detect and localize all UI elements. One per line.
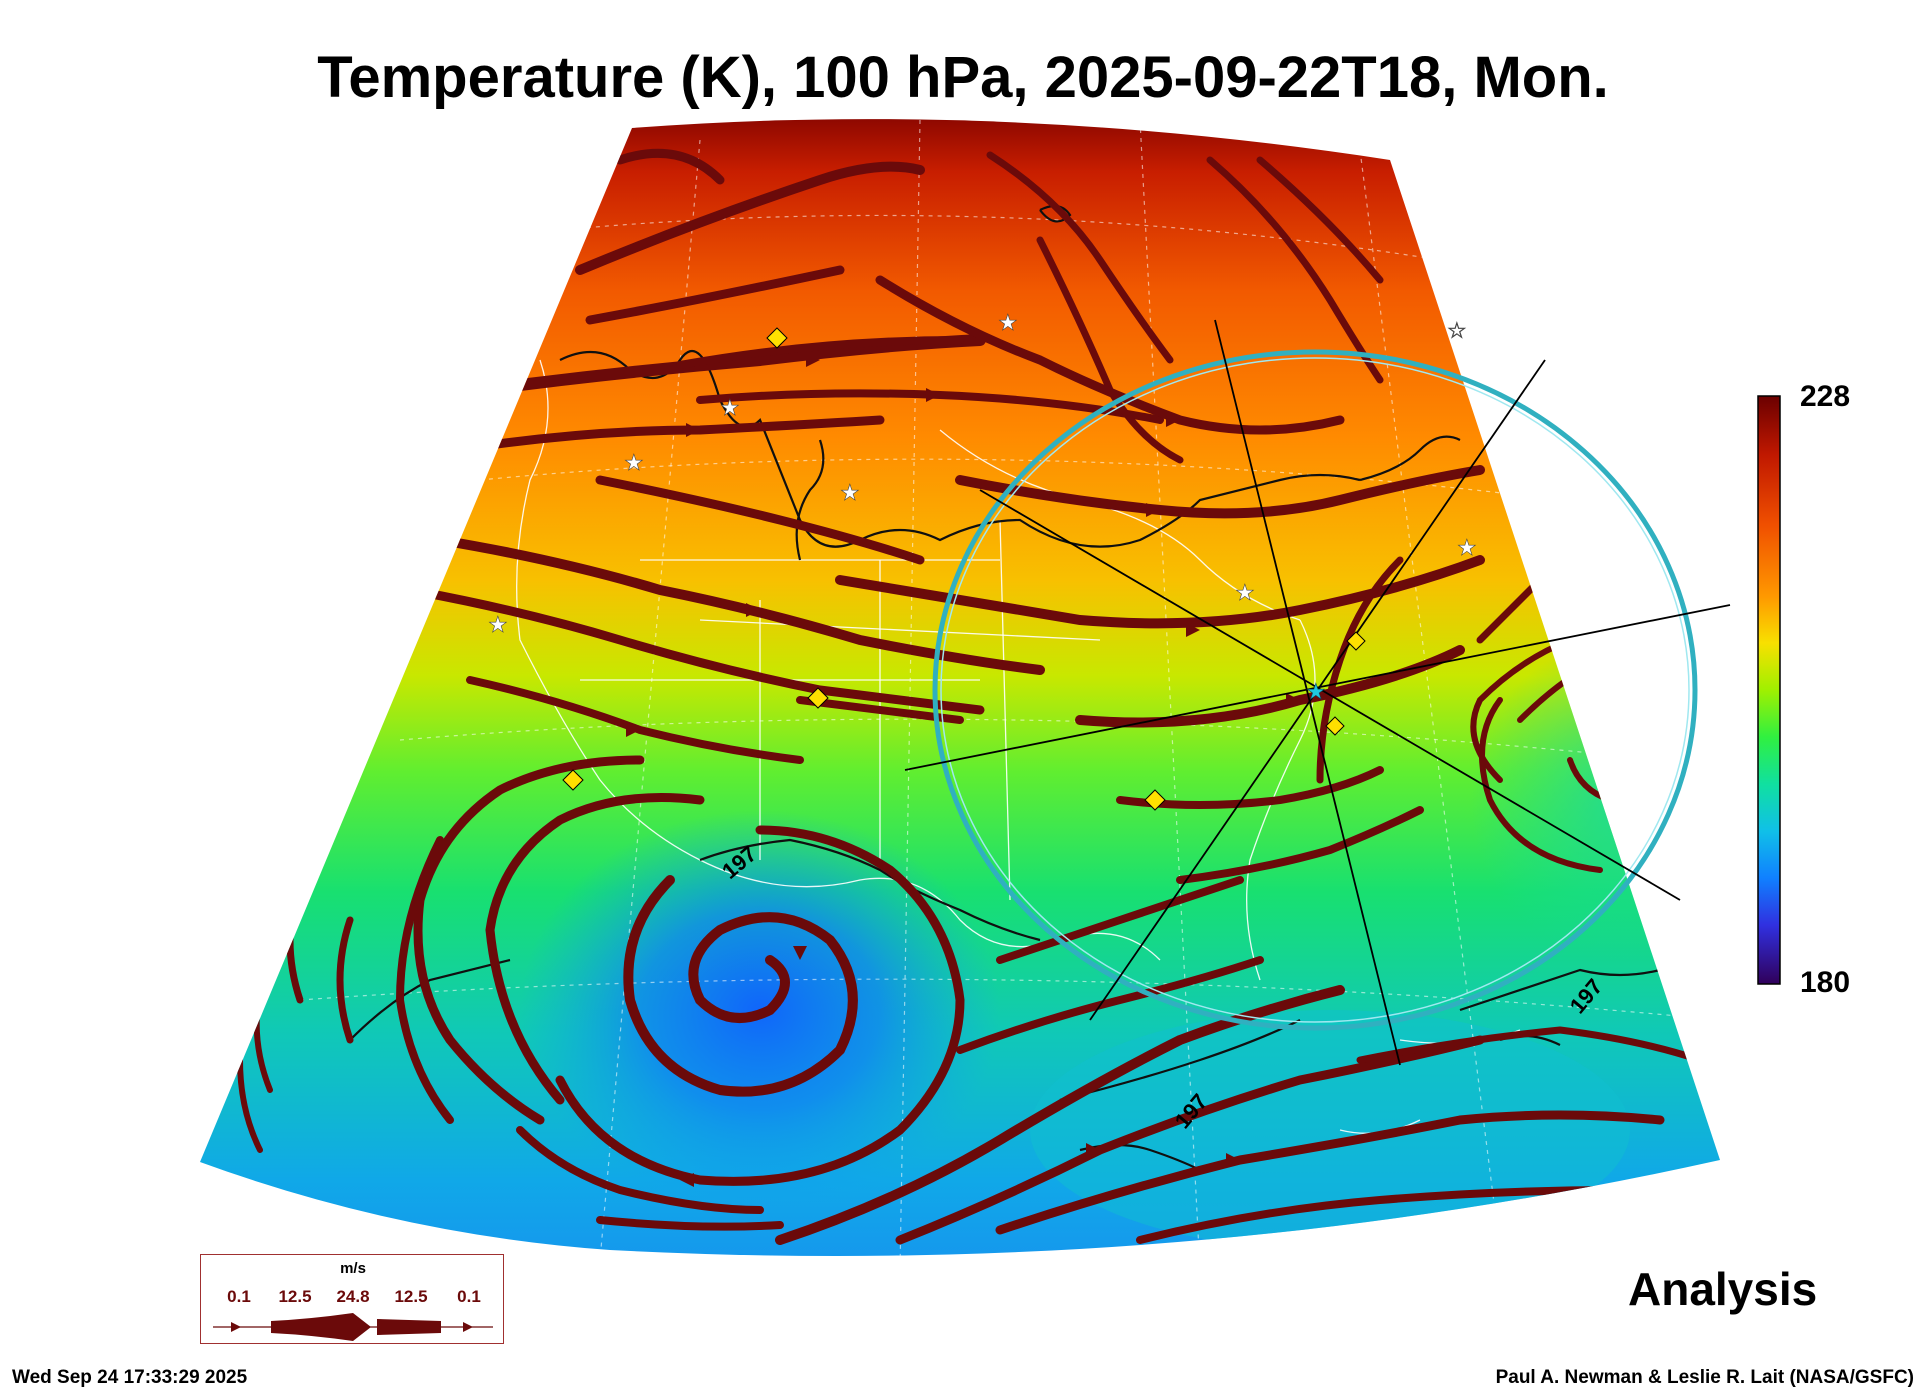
legend-tick: 0.1	[457, 1287, 481, 1306]
star-marker-icon: ★	[1457, 536, 1477, 561]
temperature-contours	[349, 204, 1661, 1171]
legend-arrow-scale	[213, 1313, 493, 1341]
diamond-marker-icon	[562, 769, 584, 791]
star-marker-icon: ★	[624, 451, 644, 476]
analysis-label: Analysis	[1628, 1263, 1818, 1315]
streamline-arrows	[626, 353, 1300, 1187]
star-marker-icon: ★	[1235, 581, 1255, 606]
colorbar	[1757, 395, 1781, 985]
legend-tick: 24.8	[336, 1287, 370, 1306]
station-markers: ★ ★ ★ ★ ★ ★ ★ ☆ ★	[488, 311, 1477, 811]
star-marker-icon: ★	[840, 481, 860, 506]
footer-credit: Paul A. Newman & Leslie R. Lait (NASA/GS…	[1495, 1367, 1914, 1388]
star-marker-icon: ★	[720, 396, 740, 421]
legend-tick: 12.5	[278, 1287, 312, 1306]
cross-section-lines	[904, 319, 1731, 1066]
temperature-field: 197 197 197	[200, 119, 1720, 1256]
legend-unit: m/s	[340, 1260, 366, 1277]
center-star-icon: ★	[1306, 680, 1326, 705]
star-marker-icon: ★	[488, 613, 508, 638]
map-title: Temperature (K), 100 hPa, 2025-09-22T18,…	[317, 45, 1609, 110]
diamond-marker-icon	[1144, 789, 1166, 811]
legend-tick: 0.1	[227, 1287, 251, 1306]
diamond-marker-icon	[1325, 716, 1345, 736]
star-marker-icon: ☆	[1447, 319, 1467, 344]
star-marker-icon: ★	[998, 311, 1018, 336]
footer-timestamp: Wed Sep 24 17:33:29 2025	[12, 1367, 248, 1388]
colorbar-max-label: 228	[1800, 380, 1851, 413]
range-ring	[932, 349, 1698, 1031]
colorbar-min-label: 180	[1800, 966, 1851, 999]
diamond-marker-icon	[766, 327, 788, 349]
legend-tick: 12.5	[394, 1287, 428, 1306]
wind-speed-legend: m/s 0.1 12.5 24.8 12.5 0.1	[200, 1254, 504, 1344]
diamond-marker-icon	[1346, 631, 1366, 651]
diamond-marker-icon	[807, 687, 829, 709]
